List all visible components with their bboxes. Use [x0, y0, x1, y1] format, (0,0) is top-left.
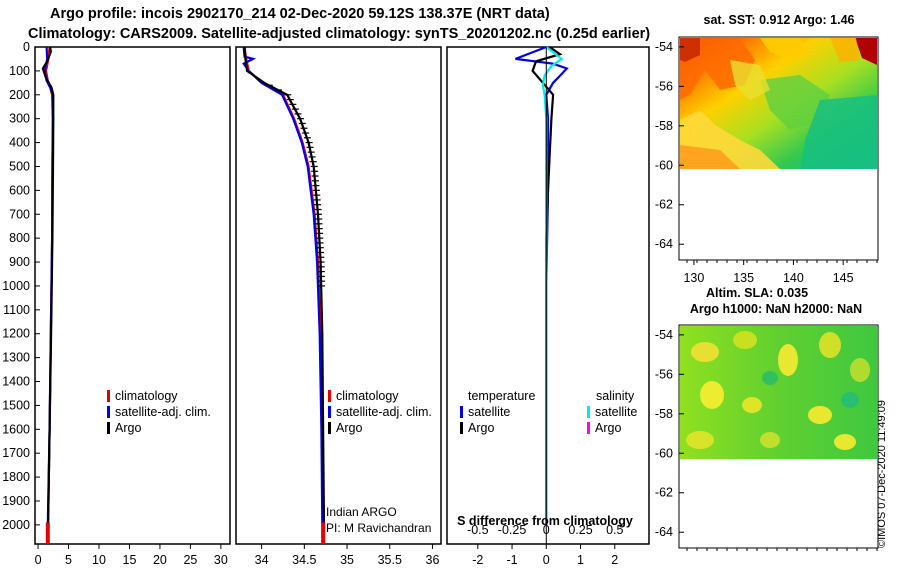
salinity-series-satellite-adj-clim- — [242, 46, 324, 525]
salinity-annotation: PI: M Ravichandran — [326, 521, 431, 535]
difference-xtick-label: 2 — [611, 553, 618, 567]
temperature-legend-label: satellite-adj. clim. — [115, 405, 211, 419]
temperature-xtick-label: 20 — [153, 553, 167, 567]
depth-tick-label: 2000 — [2, 518, 30, 532]
temperature-legend-swatch — [107, 390, 110, 402]
temperature-legend-swatch — [107, 422, 110, 434]
temperature-panel-frame — [34, 46, 231, 545]
salinity-annotation: Indian ARGO — [326, 505, 397, 519]
salinity-legend-swatch — [328, 390, 331, 402]
difference-xtick-label: 1 — [577, 553, 584, 567]
salinity-legend-swatch — [328, 406, 331, 418]
sla-heatmap — [680, 326, 877, 459]
sst-map-ytick-label: -58 — [655, 119, 673, 133]
temperature-xtick-label: 30 — [214, 553, 228, 567]
difference-legend-salinity-title: salinity — [596, 389, 635, 403]
temperature-xtick-label: 10 — [92, 553, 106, 567]
difference-temperature-legend-swatch — [460, 422, 463, 434]
difference-salinity-legend-swatch — [587, 422, 590, 434]
difference-salinity-legend-label: Argo — [595, 421, 621, 435]
salinity-series-argo — [243, 46, 326, 525]
temperature-legend-label: Argo — [115, 421, 141, 435]
salinity-xtick-label: 35 — [340, 553, 354, 567]
salinity-legend-swatch — [328, 422, 331, 434]
depth-tick-label: 800 — [9, 231, 30, 245]
depth-tick-label: 200 — [9, 88, 30, 102]
depth-tick-label: 1500 — [2, 398, 30, 412]
salinity-xtick-label: 34 — [255, 553, 269, 567]
sst-map-title: sat. SST: 0.912 Argo: 1.46 — [704, 13, 855, 27]
difference-xtick-label: -2 — [472, 553, 483, 567]
difference-salinity-tick-label: -0.5 — [467, 523, 489, 537]
depth-tick-label: 300 — [9, 112, 30, 126]
sla-map-ytick-label: -62 — [655, 486, 673, 500]
sla-map-subtitle: Argo h1000: NaN h2000: NaN — [690, 302, 862, 316]
sst-map-ytick-label: -56 — [655, 79, 673, 93]
depth-tick-label: 1200 — [2, 327, 30, 341]
sla-map-ytick-label: -60 — [655, 446, 673, 460]
depth-tick-label: 1900 — [2, 494, 30, 508]
depth-tick-label: 1800 — [2, 470, 30, 484]
difference-legend-temperature-title: temperature — [468, 389, 535, 403]
depth-tick-label: 900 — [9, 255, 30, 269]
depth-tick-label: 1000 — [2, 279, 30, 293]
sst-map-xtick-label: 145 — [833, 271, 854, 285]
depth-tick-label: 100 — [9, 64, 30, 78]
temperature-xtick-label: 25 — [183, 553, 197, 567]
salinity-xtick-label: 34.5 — [292, 553, 316, 567]
difference-series-temperature-satellite — [515, 45, 569, 525]
temperature-legend-label: climatology — [115, 389, 178, 403]
depth-tick-label: 0 — [23, 40, 30, 54]
figure-title-line1: Argo profile: incois 2902170_214 02-Dec-… — [50, 6, 550, 22]
temperature-xtick-label: 0 — [35, 553, 42, 567]
salinity-legend-label: satellite-adj. clim. — [336, 405, 432, 419]
difference-salinity-tick-label: -0.25 — [498, 523, 527, 537]
depth-tick-label: 400 — [9, 136, 30, 150]
figure-title-line2: Climatology: CARS2009. Satellite-adjuste… — [28, 26, 651, 42]
difference-temperature-legend-label: satellite — [468, 405, 510, 419]
temperature-xtick-label: 5 — [65, 553, 72, 567]
difference-salinity-tick-label: 0.25 — [568, 523, 592, 537]
sst-map-ytick-label: -62 — [655, 198, 673, 212]
sla-map-ytick-label: -58 — [655, 407, 673, 421]
sla-map-ytick-label: -54 — [655, 328, 673, 342]
salinity-panel-frame — [235, 46, 442, 545]
salinity-xtick-label: 35.5 — [378, 553, 402, 567]
salinity-legend-label: climatology — [336, 389, 399, 403]
difference-xtick-label: -1 — [506, 553, 517, 567]
salinity-legend-label: Argo — [336, 421, 362, 435]
depth-tick-label: 1400 — [2, 375, 30, 389]
sla-map-ytick-label: -64 — [655, 525, 673, 539]
depth-tick-label: 1700 — [2, 446, 30, 460]
sst-map-xtick-label: 140 — [783, 271, 804, 285]
temperature-xtick-label: 15 — [123, 553, 137, 567]
depth-tick-label: 700 — [9, 207, 30, 221]
temperature-series-argo — [41, 46, 55, 525]
difference-salinity-tick-label: 0.5 — [606, 523, 623, 537]
difference-temperature-legend-label: Argo — [468, 421, 494, 435]
depth-tick-label: 1600 — [2, 422, 30, 436]
sst-map-xtick-label: 135 — [733, 271, 754, 285]
salinity-xtick-label: 36 — [426, 553, 440, 567]
depth-tick-label: 600 — [9, 183, 30, 197]
sst-heatmap — [680, 38, 877, 169]
sla-map-title: Altim. SLA: 0.035 — [706, 286, 808, 300]
sst-map-ytick-label: -60 — [655, 158, 673, 172]
sst-map-ytick-label: -54 — [655, 40, 673, 54]
salinity-series-climatology — [243, 46, 325, 545]
difference-xtick-label: 0 — [543, 553, 550, 567]
sla-map-ytick-label: -56 — [655, 367, 673, 381]
temperature-legend-swatch — [107, 406, 110, 418]
sst-map-ytick-label: -64 — [655, 237, 673, 251]
difference-xlabel: S difference from climatology — [457, 514, 633, 528]
sst-map-xtick-label: 130 — [683, 271, 704, 285]
depth-tick-label: 1300 — [2, 351, 30, 365]
difference-salinity-legend-swatch — [587, 406, 590, 418]
depth-tick-label: 500 — [9, 159, 30, 173]
difference-temperature-legend-swatch — [460, 406, 463, 418]
difference-salinity-legend-label: satellite — [595, 405, 637, 419]
depth-tick-label: 1100 — [3, 303, 30, 317]
